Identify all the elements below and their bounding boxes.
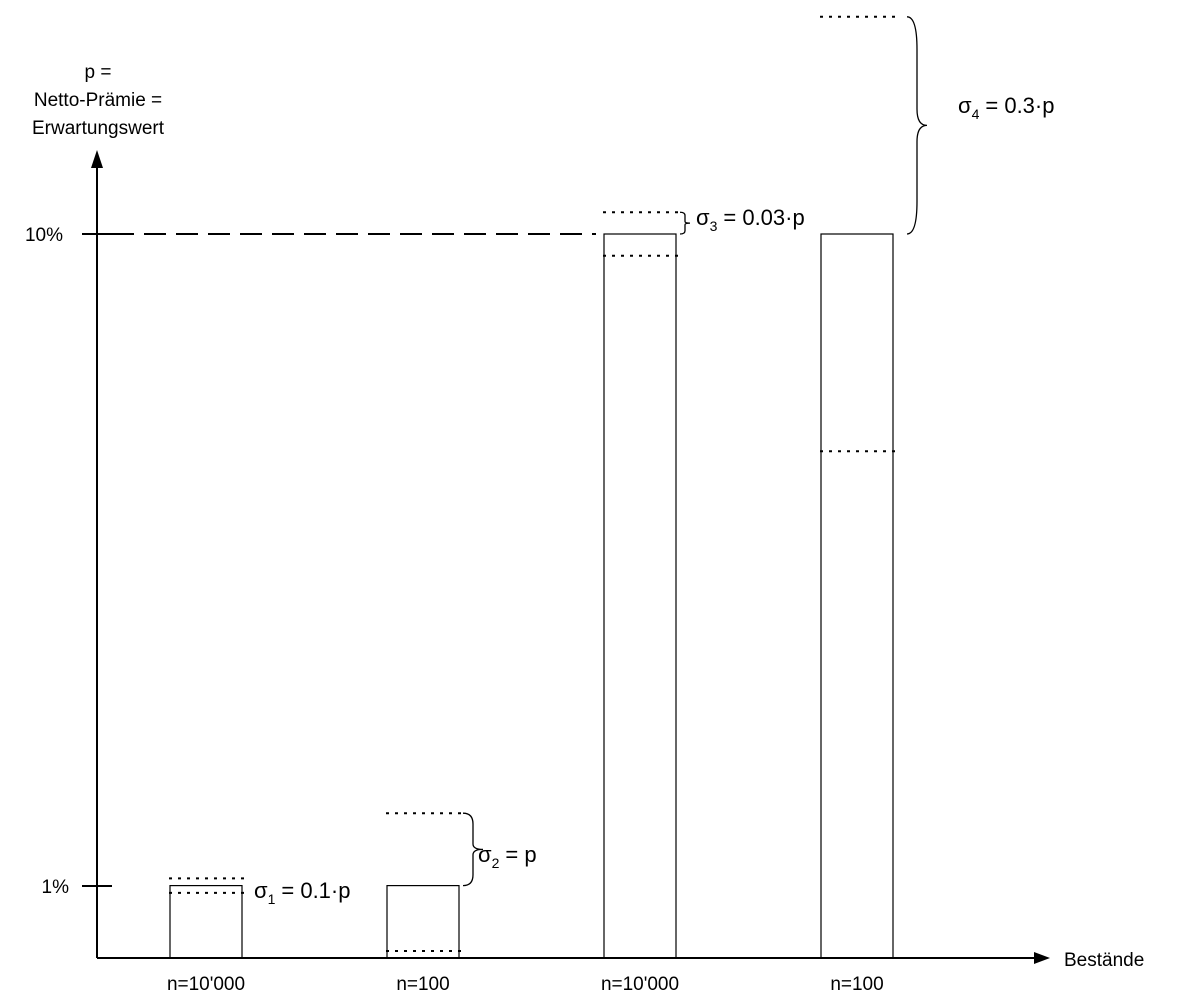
y-tick-label-10: 10% [25,225,63,246]
category-label-4: n=100 [830,974,883,995]
y-axis-arrow [91,150,103,168]
sigma-expr-1: = 0.1·p [281,878,350,903]
sigma-label-3: σ3 = 0.03·p [696,205,805,234]
bar-2 [386,884,460,959]
deviation-lines-layer [169,15,895,952]
y-axis-title-line-2: Netto-Prämie = [34,90,162,111]
category-label-3: n=10'000 [601,974,679,995]
sigma-label-2: σ2 = p [478,842,537,871]
sigma-label-1: σ1 = 0.1·p [254,878,350,907]
sigma-symbol-2: σ [478,842,492,867]
sigma-index-4: 4 [972,106,980,122]
y-tick-label-1: 1% [42,877,70,898]
category-label-2: n=100 [396,974,449,995]
sigma-expr-2: = p [505,842,536,867]
sigma-index-3: 3 [710,218,718,234]
sigma-brace-2 [462,812,484,887]
bar-3 [603,233,677,959]
sigma-expr-3: = 0.03·p [723,205,804,230]
sigma-brace-3 [679,211,691,235]
x-axis-title: Bestände [1064,950,1144,971]
sigma-expr-4: = 0.3·p [985,93,1054,118]
sigma-label-4: σ4 = 0.3·p [958,93,1054,122]
bars-layer [169,233,894,959]
sigma-brace-4 [906,16,928,235]
y-axis-title-line-1: p = [85,62,112,83]
y-axis-title-line-3: Erwartungswert [32,118,165,139]
x-axis-arrow [1034,952,1050,964]
sigma-symbol-1: σ [254,878,268,903]
braces-layer [462,16,928,887]
bar-1 [169,884,243,959]
sigma-symbol-4: σ [958,93,972,118]
sigma-index-2: 2 [492,855,500,871]
sigma-symbol-3: σ [696,205,710,230]
bar-4 [820,233,894,959]
sigma-index-1: 1 [268,891,276,907]
category-label-1: n=10'000 [167,974,245,995]
